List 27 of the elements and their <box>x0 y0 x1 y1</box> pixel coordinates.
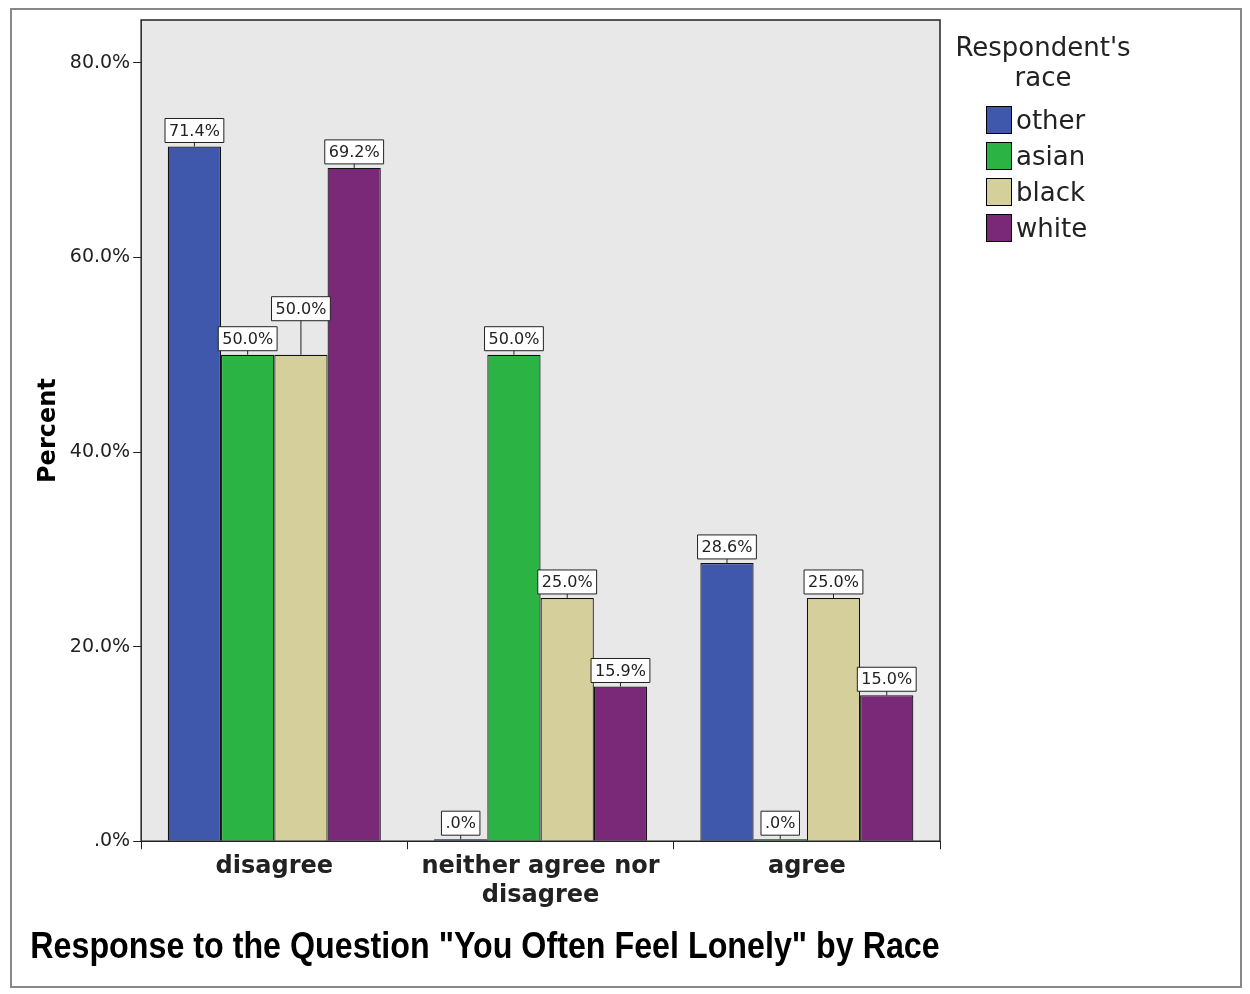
data-label: 71.4% <box>169 120 220 140</box>
x-tick-label: disagree <box>215 850 334 879</box>
data-label: 25.0% <box>541 572 593 592</box>
y-tick-label: 60.0% <box>69 244 131 267</box>
data-label: 15.0% <box>861 669 913 689</box>
x-tick-label: neither agree nor disagree <box>421 850 660 908</box>
legend-label: other <box>1016 105 1086 135</box>
data-label: 50.0% <box>488 328 540 348</box>
y-tick-label: 40.0% <box>69 438 131 461</box>
legend-label: black <box>1016 177 1086 207</box>
text: Response to the Question "You Often Feel Lonely" by Race <box>30 925 940 966</box>
data-label: 25.0% <box>808 572 859 592</box>
x-tick-label: agree <box>767 850 846 879</box>
y-tick-label: 80.0% <box>69 49 131 72</box>
data-label: 50.0% <box>222 328 274 348</box>
data-label: 69.2% <box>328 142 380 162</box>
legend-label: asian <box>1016 141 1086 171</box>
data-label: 50.0% <box>275 298 327 318</box>
data-label: .0% <box>445 813 476 833</box>
data-label: .0% <box>765 813 796 833</box>
y-tick-label: .0% <box>93 828 131 851</box>
data-label: 15.9% <box>595 660 646 680</box>
legend-label: white <box>1016 213 1088 243</box>
legend-title: Respondent's race <box>954 32 1132 92</box>
data-label: 28.6% <box>701 537 753 557</box>
y-tick-label: 20.0% <box>69 633 131 656</box>
y-axis-title: Percent <box>32 378 61 483</box>
